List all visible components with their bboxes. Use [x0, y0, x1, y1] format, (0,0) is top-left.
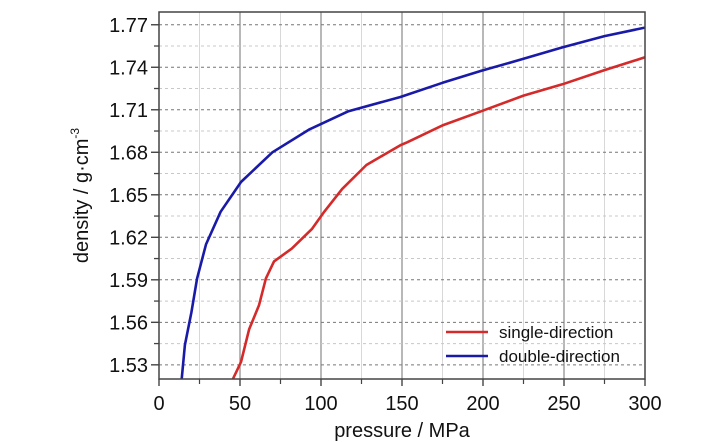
y-axis-title-superscript: -3	[68, 128, 82, 139]
legend-label: double-direction	[499, 347, 620, 366]
x-tick-label: 150	[385, 393, 418, 415]
x-axis-title: pressure / MPa	[334, 420, 470, 442]
x-tick-label: 50	[229, 393, 251, 415]
y-tick-label: 1.71	[109, 100, 148, 122]
y-tick-label: 1.77	[109, 15, 148, 37]
x-tick-label: 250	[547, 393, 580, 415]
y-tick-label: 1.53	[109, 355, 148, 377]
x-tick-label: 0	[153, 393, 164, 415]
y-tick-label: 1.59	[109, 270, 148, 292]
series-layer	[180, 26, 645, 379]
x-tick-label: 100	[304, 393, 337, 415]
y-tick-label: 1.74	[109, 57, 148, 79]
legend-label: single-direction	[499, 323, 613, 342]
y-tick-label: 1.65	[109, 185, 148, 207]
y-tick-label: 1.56	[109, 312, 148, 334]
y-axis-title-main: density / g·cm	[71, 139, 93, 263]
x-tick-label: 200	[466, 393, 499, 415]
series-line-single-direction	[231, 56, 645, 379]
series-line-double-direction	[180, 26, 645, 379]
y-tick-label: 1.62	[109, 227, 148, 249]
y-tick-label: 1.68	[109, 142, 148, 164]
axis-ticks: 0 50 100 150 200 250 300 1.53 1.56 1.59 1.62 1.65 1.…	[109, 15, 662, 415]
x-tick-label: 300	[628, 393, 661, 415]
y-axis-title: density / g·cm-3	[68, 128, 93, 263]
legend: single-direction double-direction	[446, 323, 620, 366]
